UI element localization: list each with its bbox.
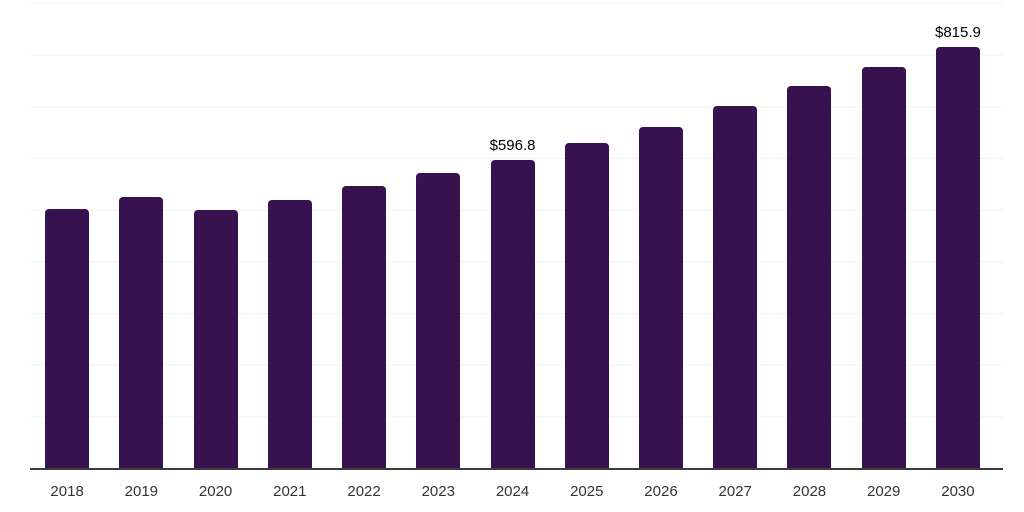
bar-2018 xyxy=(45,208,90,468)
bar-slot: $815.9 xyxy=(921,3,995,468)
x-axis-tick-label: 2024 xyxy=(495,483,530,500)
bar-2019 xyxy=(119,197,164,468)
x-axis-tick-label: 2029 xyxy=(867,483,901,500)
bar-slot xyxy=(327,3,401,468)
bar-slot xyxy=(104,3,178,468)
bar-2022 xyxy=(342,186,387,468)
plot-area: $596.8 $815.9 xyxy=(30,3,1003,470)
x-axis-tick-label: 2030 xyxy=(941,483,975,500)
x-axis-tick-label: 2020 xyxy=(198,483,233,500)
bar-slot xyxy=(550,3,624,468)
x-axis-line xyxy=(30,468,1003,470)
bar-slot xyxy=(253,3,327,468)
x-axis-tick-label: 2021 xyxy=(273,483,307,500)
bar-2027 xyxy=(713,106,758,468)
x-axis-tick-label: 2022 xyxy=(347,483,381,500)
bar-2029 xyxy=(861,66,906,468)
bar-slot xyxy=(772,3,846,468)
x-axis-tick-labels: 2018 2019 2020 2021 2022 2023 2024 2025 2026 2027… xyxy=(30,484,995,500)
bars-row: $596.8 $815.9 xyxy=(30,3,995,468)
bar-value-label: $596.8 xyxy=(489,136,536,154)
bar-value-label: $815.9 xyxy=(934,23,981,41)
bar-slot xyxy=(178,3,252,468)
bar-2021 xyxy=(267,199,312,468)
x-axis-tick-label: 2018 xyxy=(50,483,84,500)
bar-2028 xyxy=(787,86,832,468)
x-axis-tick-label: 2019 xyxy=(124,483,159,500)
bar-2030 xyxy=(935,46,980,468)
bar-2026 xyxy=(638,126,683,468)
bar-slot xyxy=(624,3,698,468)
bar-slot: $596.8 xyxy=(475,3,549,468)
bar-slot xyxy=(30,3,104,468)
bar-2020 xyxy=(193,210,238,468)
x-axis-tick-label: 2025 xyxy=(570,483,604,500)
bar-2025 xyxy=(564,142,609,468)
bar-2024 xyxy=(490,159,535,468)
bar-slot xyxy=(847,3,921,468)
x-axis-tick-label: 2027 xyxy=(718,483,752,500)
x-axis-tick-label: 2028 xyxy=(792,483,827,500)
x-axis-tick-label: 2023 xyxy=(421,483,455,500)
bar-2023 xyxy=(416,172,461,468)
x-axis-tick-label: 2026 xyxy=(644,483,678,500)
bar-slot xyxy=(698,3,772,468)
bar-slot xyxy=(401,3,475,468)
